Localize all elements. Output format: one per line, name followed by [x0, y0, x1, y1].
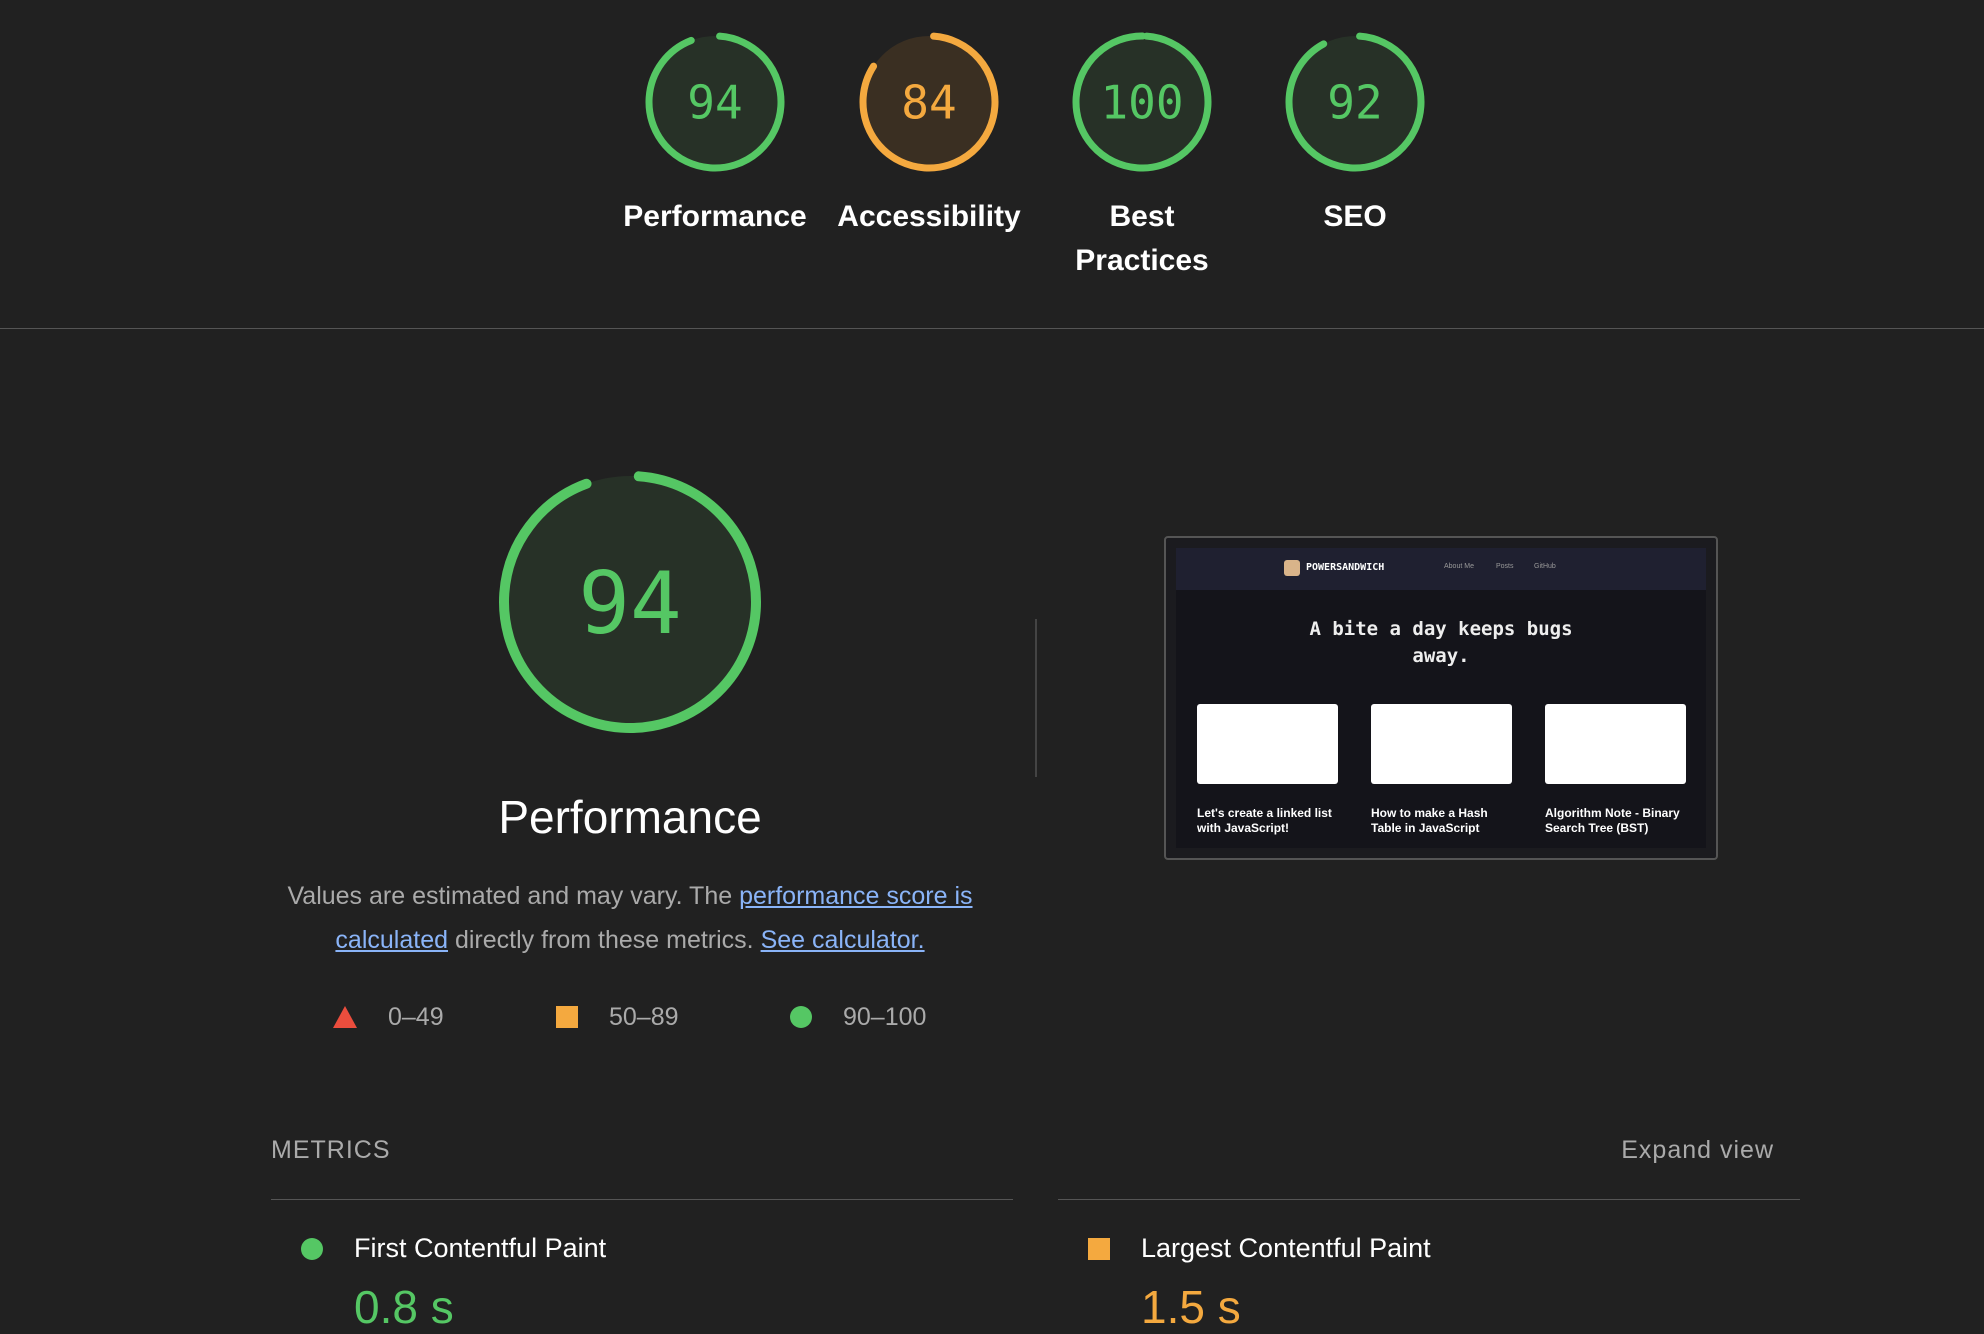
gauge: 94: [645, 32, 785, 172]
screenshot-page: POWERSANDWICH About Me Posts GitHub A bi…: [1176, 548, 1706, 848]
pass-icon: [790, 1006, 812, 1028]
average-icon: [556, 1006, 578, 1028]
divider: [271, 1199, 1013, 1200]
gauge: 94: [499, 471, 761, 733]
gauge-arc: [859, 32, 999, 172]
gauge-label: Best Practices: [1075, 200, 1209, 277]
divider: [0, 328, 1984, 329]
fail-icon: [333, 1006, 357, 1028]
gauge: 100: [1072, 32, 1212, 172]
gauge-background: [504, 476, 756, 728]
gauge-background: [1289, 36, 1421, 168]
gauge-arc: [1285, 32, 1425, 172]
gauge-score: 94: [687, 76, 742, 130]
gauge: 92: [1285, 32, 1425, 172]
pass-icon: [301, 1238, 323, 1260]
brand: POWERSANDWICH: [1306, 562, 1385, 573]
card-title: Algorithm Note - Binary Search Tree (BST…: [1545, 806, 1680, 835]
metrics-header: METRICS: [271, 1136, 391, 1164]
card-image: [1371, 704, 1512, 784]
nav-link: Posts: [1496, 563, 1514, 570]
description-text: directly from these metrics.: [448, 926, 761, 954]
card-image: [1197, 704, 1338, 784]
metric-name: Largest Contentful Paint: [1141, 1233, 1431, 1263]
gauge-label: Accessibility: [837, 200, 1021, 233]
gauge-score: 92: [1327, 76, 1382, 130]
gauge-arc: [645, 32, 785, 172]
gauge-label: SEO: [1323, 200, 1387, 233]
legend-label: 90–100: [843, 1003, 927, 1031]
screenshot-nav: [1176, 548, 1706, 590]
metric-value: 1.5 s: [1141, 1281, 1241, 1333]
metric-value: 0.8 s: [354, 1281, 454, 1333]
legend-label: 50–89: [609, 1003, 679, 1031]
card-image: [1545, 704, 1686, 784]
gauge-arc: [499, 471, 761, 733]
gauge-background: [863, 36, 995, 168]
legend-icon: [333, 1006, 357, 1028]
section-title: Performance: [498, 791, 762, 843]
average-icon: [1088, 1238, 1110, 1260]
page-screenshot: POWERSANDWICH About Me Posts GitHub A bi…: [1164, 536, 1718, 860]
divider: [1035, 619, 1037, 777]
headline: A bite a day keeps bugs away.: [1309, 618, 1573, 667]
nav-link: About Me: [1444, 563, 1474, 570]
card-title: Let's create a linked list with JavaScri…: [1197, 806, 1332, 835]
legend-label: 0–49: [388, 1003, 444, 1031]
gauge-background: [649, 36, 781, 168]
gauge-score: 84: [901, 76, 956, 130]
nav-link: GitHub: [1534, 563, 1556, 570]
description-text: Values are estimated and may vary. The: [287, 882, 740, 910]
expand-view[interactable]: Expand view: [1621, 1136, 1774, 1164]
gauge-arc: [1072, 32, 1212, 172]
gauge-score: 94: [578, 554, 682, 654]
gauge-background: [1076, 36, 1208, 168]
link[interactable]: See calculator.: [760, 926, 925, 954]
gauge-score: 100: [1100, 76, 1183, 130]
link[interactable]: performance score is calculated: [335, 882, 973, 954]
card-title: How to make a Hash Table in JavaScript: [1371, 806, 1488, 835]
logo: [1284, 560, 1300, 576]
metric-name: First Contentful Paint: [354, 1233, 607, 1263]
gauge: 84: [859, 32, 999, 172]
description: Values are estimated and may vary. The p…: [270, 874, 990, 962]
gauge-label: Performance: [623, 200, 807, 233]
divider: [1058, 1199, 1800, 1200]
